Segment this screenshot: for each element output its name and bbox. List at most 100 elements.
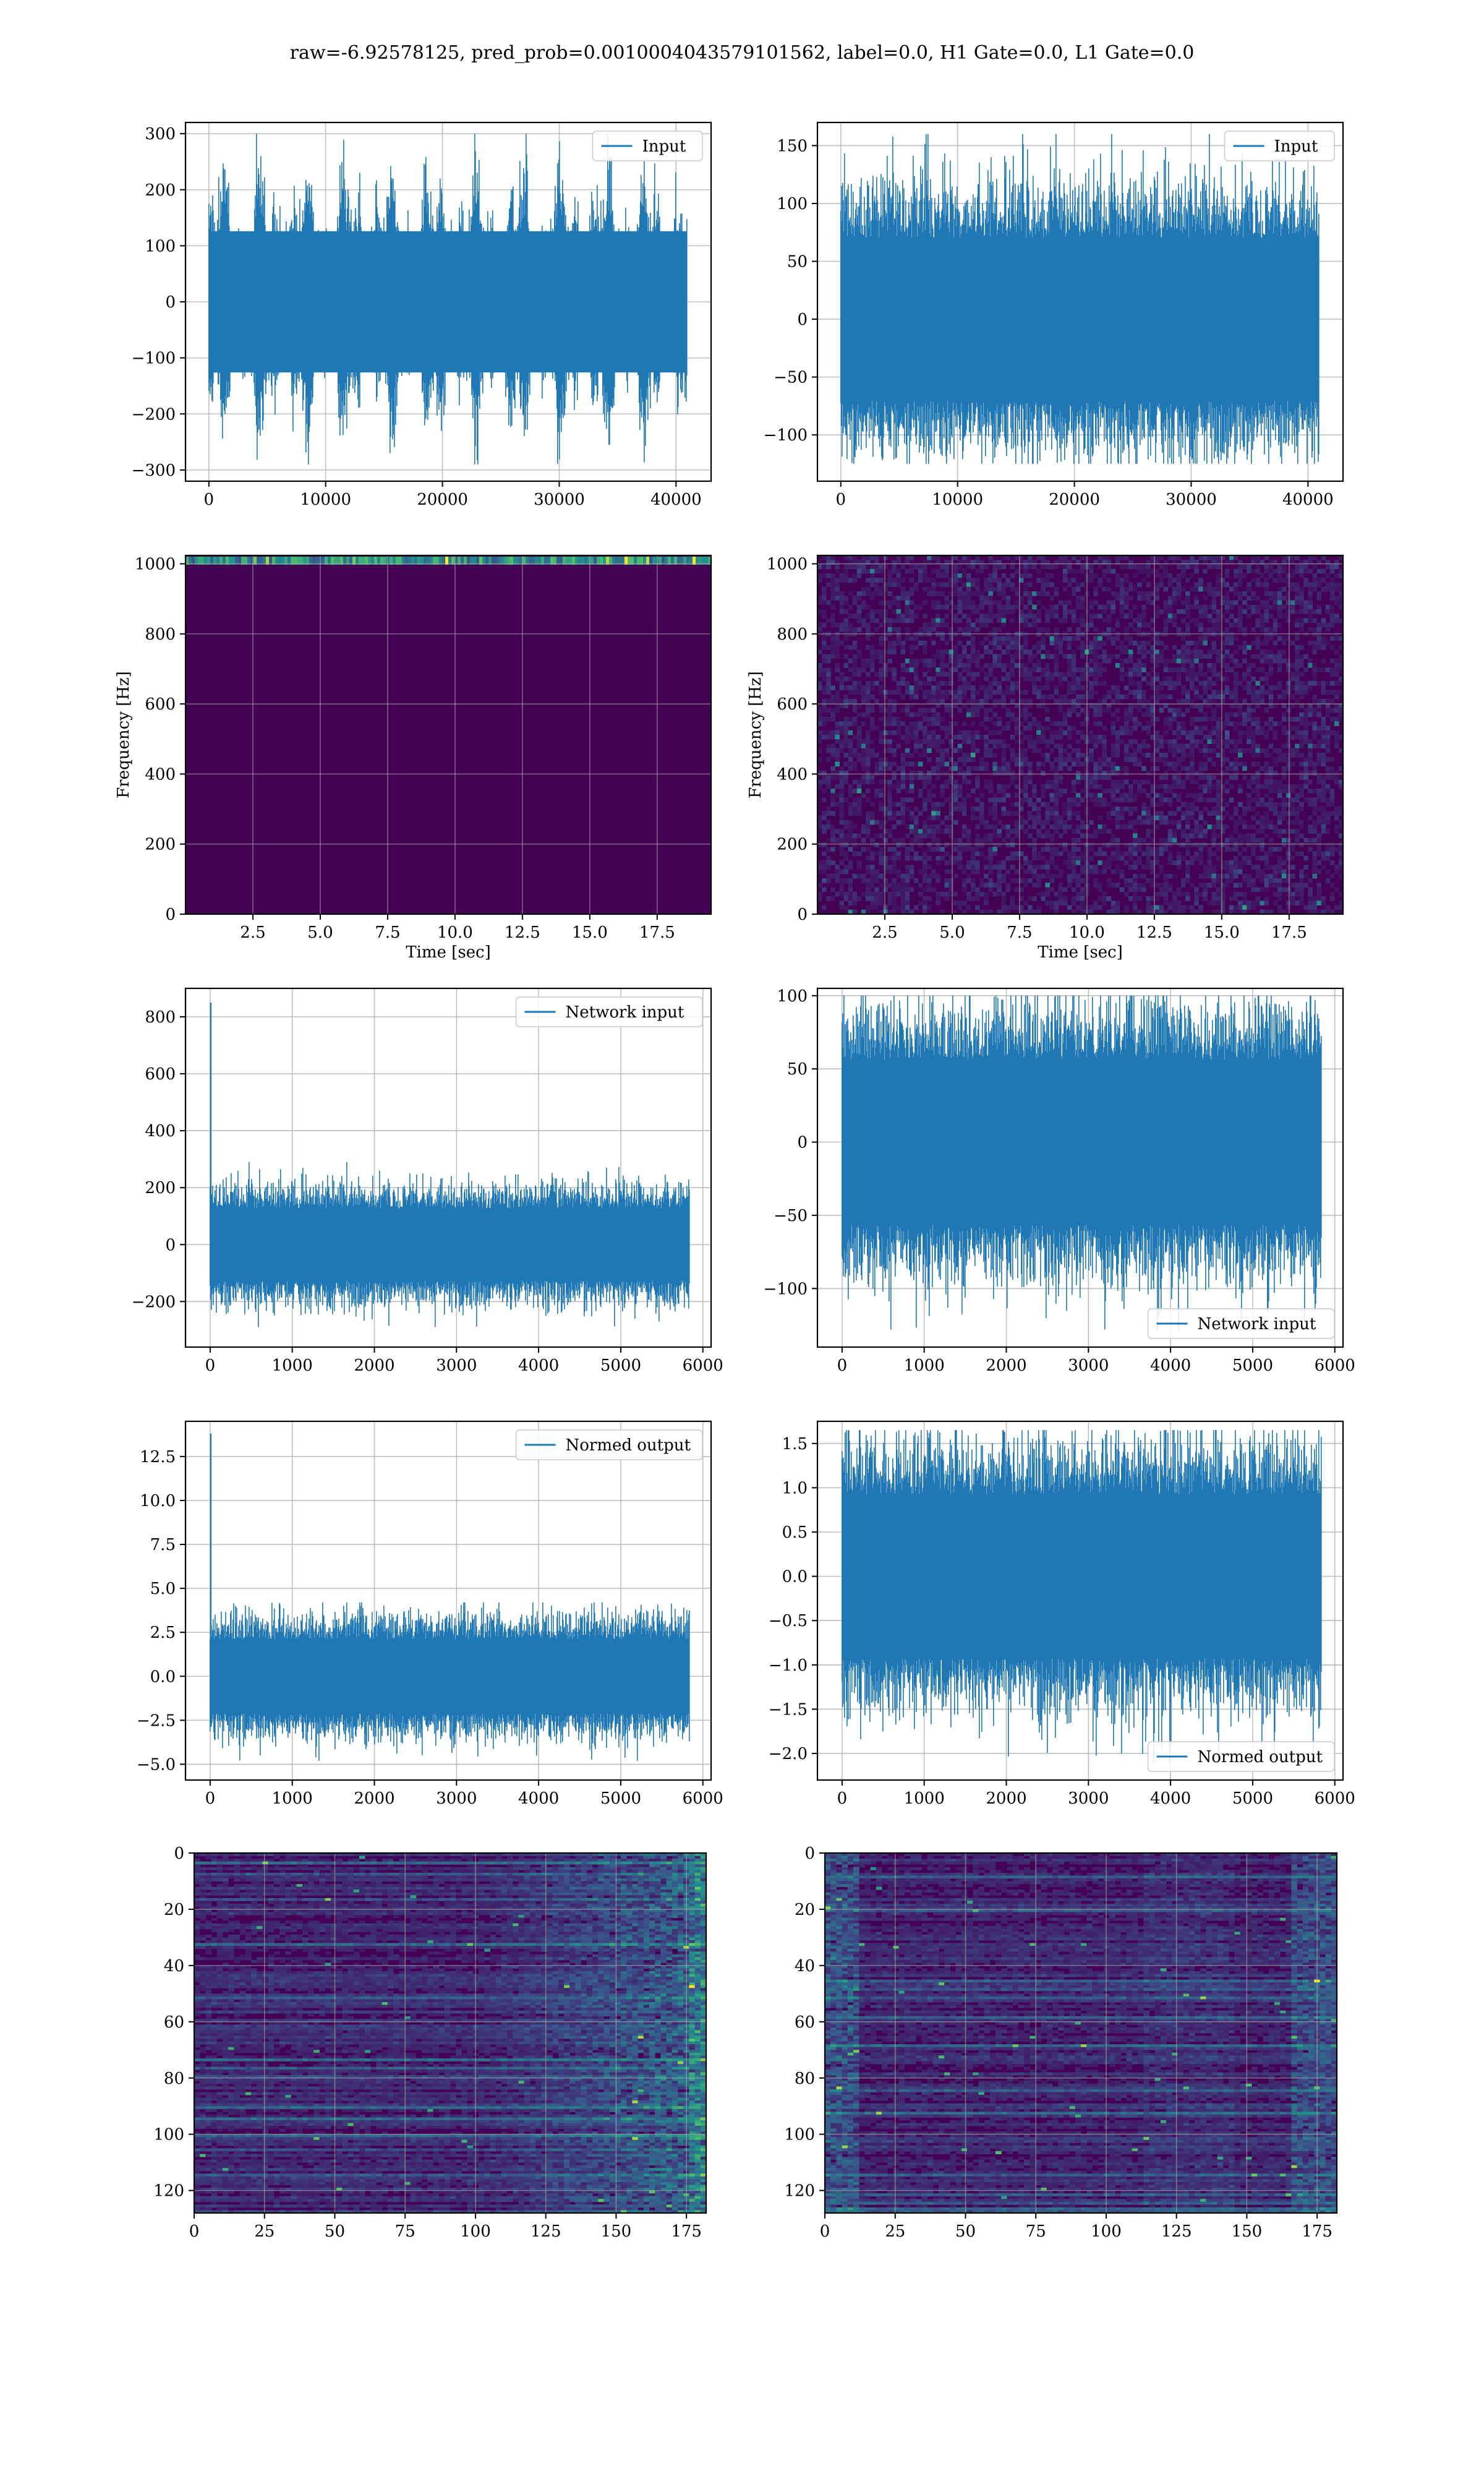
heatmap-cell xyxy=(1071,748,1077,753)
heatmap-cell xyxy=(839,811,844,816)
heatmap-cell xyxy=(979,622,984,628)
heatmap-cell xyxy=(1220,824,1226,829)
heatmap-cell xyxy=(1286,820,1291,825)
heatmap-cell xyxy=(839,833,844,839)
heatmap-cell xyxy=(1194,568,1199,574)
heatmap-cell xyxy=(905,712,910,717)
heatmap-cell xyxy=(1242,833,1247,839)
heatmap-cell xyxy=(1290,582,1295,588)
heatmap-cell xyxy=(1247,833,1252,839)
heatmap-cell xyxy=(272,557,276,565)
heatmap-cell xyxy=(1242,600,1247,606)
heatmap-cell xyxy=(1277,564,1282,570)
heatmap-cell xyxy=(1286,865,1291,870)
heatmap-cell xyxy=(843,618,849,623)
heatmap-cell xyxy=(879,739,884,744)
heatmap-cell xyxy=(1023,573,1028,578)
heatmap-cell xyxy=(997,865,1002,870)
heatmap-cell xyxy=(997,833,1002,839)
heatmap-cell xyxy=(1036,807,1041,811)
heatmap-cell xyxy=(507,557,511,565)
heatmap-cell xyxy=(1041,789,1046,794)
heatmap-cell xyxy=(1251,748,1256,753)
heatmap-cell xyxy=(1295,807,1300,811)
heatmap-cell xyxy=(1247,708,1252,713)
heatmap-cell xyxy=(1190,618,1195,623)
heatmap-cell xyxy=(909,784,915,789)
heatmap-cell xyxy=(1159,640,1164,646)
heatmap-cell xyxy=(870,555,875,560)
heatmap-cell xyxy=(909,730,915,735)
heatmap-cell xyxy=(1264,753,1269,758)
heatmap-cell xyxy=(992,797,997,803)
heatmap-cell xyxy=(1172,681,1177,686)
heatmap-cell xyxy=(1198,860,1203,865)
heatmap-cell xyxy=(852,685,858,690)
heatmap-cell xyxy=(905,600,910,606)
heatmap-cell xyxy=(1172,775,1177,780)
heatmap-cell xyxy=(1098,703,1102,708)
heatmap-cell xyxy=(966,730,971,735)
heatmap-cell xyxy=(1308,829,1313,834)
heatmap-cell xyxy=(1093,681,1098,686)
heatmap-cell xyxy=(1172,622,1177,628)
heatmap-cell xyxy=(1198,681,1203,686)
heatmap-cell xyxy=(1146,712,1151,717)
heatmap-cell xyxy=(1045,869,1050,875)
heatmap-cell xyxy=(883,721,888,726)
heatmap-cell xyxy=(1180,721,1186,726)
heatmap-cell xyxy=(1290,568,1295,574)
heatmap-cell xyxy=(997,578,1002,583)
heatmap-cell xyxy=(1312,708,1317,713)
heatmap-cell xyxy=(843,622,849,628)
heatmap-cell xyxy=(1207,564,1212,570)
heatmap-cell xyxy=(966,560,971,565)
heatmap-cell xyxy=(1338,600,1344,606)
heatmap-cell xyxy=(1233,568,1239,574)
heatmap-cell xyxy=(1018,600,1024,606)
heatmap-cell xyxy=(1299,560,1304,565)
heatmap-cell xyxy=(852,667,858,672)
heatmap-cell xyxy=(975,609,980,614)
heatmap-cell xyxy=(822,721,827,726)
heatmap-cell xyxy=(975,833,980,839)
heatmap-cell xyxy=(1067,699,1072,704)
heatmap-cell xyxy=(1106,771,1112,776)
heatmap-cell xyxy=(1273,604,1278,610)
heatmap-cell xyxy=(1211,560,1217,565)
heatmap-cell xyxy=(1018,560,1024,565)
heatmap-cell xyxy=(1014,851,1020,857)
heatmap-cell xyxy=(1176,730,1182,735)
heatmap-cell xyxy=(1260,815,1264,821)
heatmap-cell xyxy=(1220,663,1226,668)
heatmap-cell xyxy=(1036,685,1041,690)
heatmap-cell xyxy=(1058,730,1064,735)
heatmap-cell xyxy=(1251,735,1256,740)
heatmap-cell xyxy=(1286,730,1291,735)
heatmap-cell xyxy=(198,557,202,565)
heatmap-cell xyxy=(1062,564,1068,570)
heatmap-cell xyxy=(852,753,858,758)
heatmap-cell xyxy=(1180,564,1186,570)
heatmap-cell xyxy=(843,573,849,578)
heatmap-cell xyxy=(1098,578,1102,583)
heatmap-cell xyxy=(1194,842,1199,847)
heatmap-cell xyxy=(944,596,949,601)
heatmap-cell xyxy=(927,873,932,879)
heatmap-cell xyxy=(848,789,853,794)
heatmap-cell xyxy=(1255,667,1260,672)
heatmap-cell xyxy=(1277,654,1282,659)
heatmap-cell xyxy=(1124,842,1129,847)
heatmap-cell xyxy=(371,557,375,565)
heatmap-cell xyxy=(1325,609,1331,614)
heatmap-cell xyxy=(856,726,862,731)
heatmap-cell xyxy=(1119,797,1125,803)
heatmap-cell xyxy=(1001,726,1007,731)
heatmap-cell xyxy=(1299,573,1304,578)
heatmap-cell xyxy=(1115,699,1120,704)
heatmap-cell xyxy=(1220,748,1226,753)
heatmap-cell xyxy=(1329,771,1335,776)
heatmap-cell xyxy=(940,802,945,807)
heatmap-cell xyxy=(839,591,844,596)
heatmap-cell xyxy=(1273,578,1278,583)
